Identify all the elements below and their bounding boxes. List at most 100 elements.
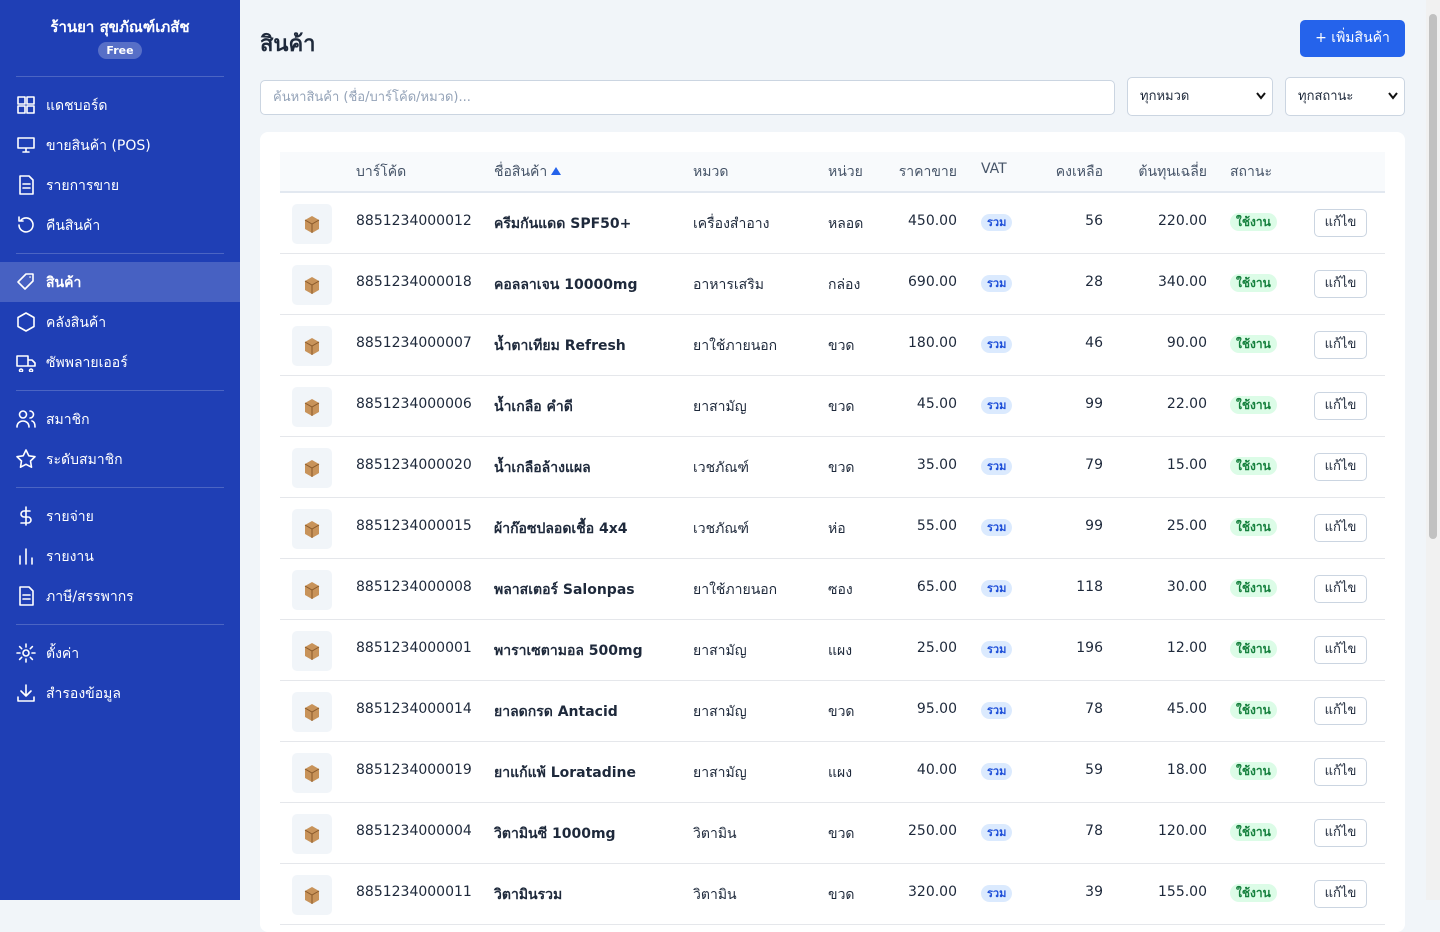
box-icon: [304, 765, 320, 782]
badge-cell: รวม: [981, 518, 1013, 536]
table-cell: 78: [1085, 823, 1103, 839]
nav-item[interactable]: ขายสินค้า (POS): [0, 125, 240, 165]
edit-button[interactable]: แก้ไข: [1314, 697, 1367, 725]
badge: รวม: [981, 580, 1013, 597]
product-name: น้ำเกลือ คำดี: [494, 399, 573, 415]
nav-item[interactable]: รายจ่าย: [0, 496, 240, 536]
table-card: บาร์โค้ด ชื่อสินค้า หมวด หน่วย ราคาขาย VAT คงเ…: [260, 132, 1405, 932]
scroll-thumb: [1429, 14, 1437, 539]
table-cell: วิตามิน: [693, 826, 737, 842]
table-cell: 25.00: [1166, 518, 1207, 534]
edit-button[interactable]: แก้ไข: [1314, 819, 1367, 847]
nav-icon: [17, 312, 35, 332]
edit-button[interactable]: แก้ไข: [1314, 575, 1367, 603]
nav-label: ตั้งค่า: [46, 646, 80, 662]
divider: [16, 390, 224, 391]
nav-item[interactable]: รายการขาย: [0, 165, 240, 205]
edit-button[interactable]: แก้ไข: [1314, 209, 1367, 237]
nav-item[interactable]: สำรองข้อมูล: [0, 673, 240, 713]
nav-label: สินค้า: [46, 275, 82, 291]
nav-item[interactable]: สินค้า: [0, 262, 240, 302]
edit-button[interactable]: แก้ไข: [1314, 758, 1367, 786]
column-header: สถานะ: [1230, 164, 1272, 180]
search-input[interactable]: ค้นหาสินค้า (ชื่อ/บาร์โค้ด/หมวด)...: [260, 80, 1115, 115]
chevron: [1256, 92, 1266, 100]
nav-item[interactable]: รายงาน: [0, 536, 240, 576]
category-select-value: ทุกหมวด: [1140, 89, 1190, 104]
product-name: วิตามินซี 1000mg: [494, 826, 616, 842]
table-row: [280, 681, 1385, 742]
nav-label: แดชบอร์ด: [46, 98, 108, 114]
nav-item[interactable]: ซัพพลายเออร์: [0, 342, 240, 382]
badge: ใช้งาน: [1230, 884, 1277, 902]
product-name: ยาลดกรด Antacid: [494, 704, 618, 720]
edit-button[interactable]: แก้ไข: [1314, 514, 1367, 542]
table-cell: 8851234000004: [356, 823, 472, 839]
table-cell: ห่อ: [828, 521, 846, 537]
table-cell: 59: [1085, 762, 1103, 778]
product-name: ผ้าก๊อซปลอดเชื้อ 4x4: [494, 521, 628, 537]
table-cell: 8851234000008: [356, 579, 472, 595]
badge-cell: ใช้งาน: [1230, 457, 1277, 476]
nav-label: รายการขาย: [46, 178, 120, 194]
table-cell: อาหารเสริม: [693, 277, 764, 293]
nav-item[interactable]: ระดับสมาชิก: [0, 439, 240, 479]
column-header[interactable]: ชื่อสินค้า: [494, 161, 562, 183]
table-cell: เครื่องสำอาง: [693, 216, 770, 232]
table-cell: 690.00: [908, 274, 957, 290]
product-name: น้ำตาเทียม Refresh: [494, 338, 626, 354]
badge: ใช้งาน: [1230, 762, 1277, 780]
box-icon: [304, 704, 320, 721]
divider: [16, 487, 224, 488]
nav-label: คืนสินค้า: [46, 218, 101, 234]
nav-item[interactable]: คืนสินค้า: [0, 205, 240, 245]
badge-cell: ใช้งาน: [1230, 579, 1277, 598]
badge-cell: รวม: [981, 396, 1013, 414]
table-cell: 118: [1076, 579, 1103, 595]
table-cell: 35.00: [916, 457, 957, 473]
edit-button[interactable]: แก้ไข: [1314, 636, 1367, 664]
edit-button[interactable]: แก้ไข: [1314, 270, 1367, 298]
badge-cell: รวม: [981, 579, 1013, 597]
add-product-button[interactable]: + เพิ่มสินค้า: [1300, 20, 1405, 57]
nav-item[interactable]: สมาชิก: [0, 399, 240, 439]
badge-cell: ใช้งาน: [1230, 884, 1277, 903]
table-cell: 8851234000007: [356, 335, 472, 351]
badge: รวม: [981, 397, 1013, 414]
divider: [16, 253, 224, 254]
category-select[interactable]: ทุกหมวด: [1127, 77, 1273, 116]
table-row: [280, 193, 1385, 254]
product-thumbnail: [292, 204, 332, 244]
edit-button[interactable]: แก้ไข: [1314, 453, 1367, 481]
badge: ใช้งาน: [1230, 823, 1277, 841]
edit-button[interactable]: แก้ไข: [1314, 392, 1367, 420]
nav-icon: [17, 273, 34, 290]
edit-button[interactable]: แก้ไข: [1314, 331, 1367, 359]
status-select[interactable]: ทุกสถานะ: [1285, 77, 1405, 116]
badge-cell: รวม: [981, 274, 1013, 292]
nav-item[interactable]: ภาษี/สรรพากร: [0, 576, 240, 616]
badge: รวม: [981, 214, 1013, 231]
table-row: [280, 315, 1385, 376]
edit-button[interactable]: แก้ไข: [1314, 880, 1367, 908]
product-name: วิตามินรวม: [494, 887, 563, 903]
table-cell: 8851234000001: [356, 640, 472, 656]
product-thumbnail: [292, 509, 332, 549]
box-icon: [304, 826, 320, 843]
table-cell: 340.00: [1158, 274, 1207, 290]
badge: รวม: [981, 275, 1013, 292]
badge-cell: รวม: [981, 213, 1013, 231]
sidebar: ร้านยา สุขภัณฑ์เภสัช Free แดชบอร์ด ขายสิน…: [0, 0, 240, 900]
nav-item[interactable]: คลังสินค้า: [0, 302, 240, 342]
column-header: VAT: [981, 161, 1007, 177]
table-row: [280, 559, 1385, 620]
nav-label: สมาชิก: [46, 412, 90, 428]
nav-item[interactable]: แดชบอร์ด: [0, 85, 240, 125]
column-header: บาร์โค้ด: [356, 164, 407, 180]
table-cell: 180.00: [908, 335, 957, 351]
table-cell: เวชภัณฑ์: [693, 521, 749, 537]
badge: ใช้งาน: [1230, 701, 1277, 719]
nav-item[interactable]: ตั้งค่า: [0, 633, 240, 673]
badge-cell: รวม: [981, 884, 1013, 902]
table-cell: ขวด: [828, 826, 855, 842]
